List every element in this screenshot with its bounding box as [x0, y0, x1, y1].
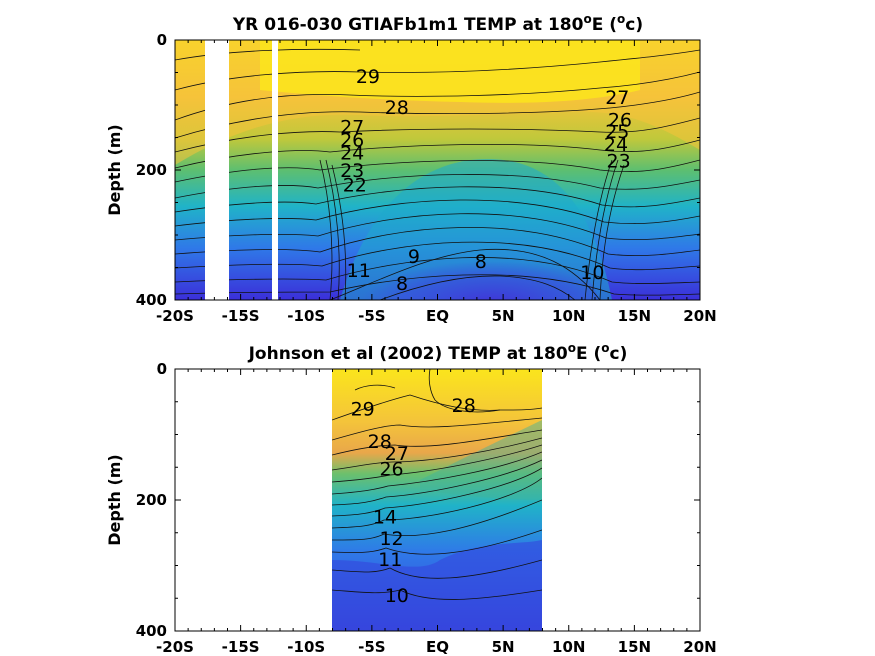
x-tick-label: 10N — [552, 638, 585, 656]
contour-label: 29 — [356, 66, 380, 88]
contour-label: 23 — [607, 150, 631, 172]
bottom-y-axis: 0 200 400 — [136, 360, 700, 640]
x-tick-label: 5N — [492, 638, 515, 656]
bottom-panel: Johnson et al (2002) TEMP at 180oE (oc) — [105, 341, 717, 656]
y-tick-label: 0 — [157, 31, 167, 49]
bottom-deep-cool — [332, 540, 542, 631]
top-cold-dome — [360, 221, 600, 300]
contour-label: 14 — [373, 506, 397, 528]
contour-label: 24 — [340, 142, 364, 164]
contour-label: 26 — [340, 129, 364, 151]
bottom-thermocline-wedge — [420, 420, 542, 500]
contour-label: 24 — [604, 134, 628, 156]
bottom-y-axis-label: Depth (m) — [105, 454, 124, 546]
bottom-plot-field — [332, 369, 542, 631]
contour-label: 10 — [385, 585, 409, 607]
x-tick-label: 15N — [618, 638, 651, 656]
top-missing-band-1 — [205, 40, 229, 300]
x-tick-label: EQ — [426, 638, 449, 656]
contour-label: 26 — [608, 109, 632, 131]
top-y-axis-label: Depth (m) — [105, 124, 124, 216]
y-tick-label: 200 — [136, 491, 167, 509]
top-chart-title: YR 016-030 GTIAFb1m1 TEMP at 180oE (oc) — [232, 12, 643, 35]
x-tick-label: 5N — [492, 307, 515, 325]
contour-label: 27 — [605, 87, 629, 109]
contour-label: 28 — [452, 395, 476, 417]
y-tick-label: 400 — [136, 291, 167, 309]
top-plot-field — [175, 40, 700, 300]
contour-label: 12 — [379, 528, 403, 550]
top-x-axis: -20S -15S -10S -5S EQ 5N 10N 15N 20N — [156, 40, 717, 325]
bottom-x-axis: -20S -15S -10S -5S EQ 5N 10N 15N 20N — [156, 369, 717, 656]
contour-label: 23 — [340, 160, 364, 182]
contour-label: 28 — [368, 431, 392, 453]
contour-label: 10 — [580, 262, 604, 284]
y-tick-label: 400 — [136, 622, 167, 640]
x-tick-label: EQ — [426, 307, 449, 325]
x-tick-label: -15S — [222, 307, 260, 325]
x-tick-label: 15N — [618, 307, 651, 325]
x-tick-label: 20N — [683, 307, 716, 325]
contour-label: 8 — [475, 251, 487, 273]
x-tick-label: -10S — [287, 307, 325, 325]
y-tick-label: 0 — [157, 360, 167, 378]
bottom-chart-title: Johnson et al (2002) TEMP at 180oE (oc) — [248, 341, 628, 364]
contour-label: 29 — [351, 398, 375, 420]
contour-label: 22 — [343, 174, 367, 196]
contour-label: 27 — [340, 116, 364, 138]
contour-label: 9 — [408, 246, 420, 268]
top-panel: YR 016-030 GTIAFb1m1 TEMP at 180oE (oc) — [105, 12, 717, 325]
contour-label: 11 — [378, 549, 402, 571]
x-tick-label: -5S — [358, 307, 385, 325]
bottom-contour-lines — [332, 369, 542, 600]
x-tick-label: -20S — [156, 307, 194, 325]
top-y-axis: 0 200 400 — [136, 31, 700, 309]
y-tick-label: 200 — [136, 161, 167, 179]
x-tick-label: -15S — [222, 638, 260, 656]
top-contour-lines — [175, 48, 700, 300]
contour-label: 8 — [396, 273, 408, 295]
x-tick-label: -20S — [156, 638, 194, 656]
x-tick-label: -5S — [358, 638, 385, 656]
contour-label: 28 — [385, 97, 409, 119]
top-missing-band-2 — [272, 40, 278, 300]
contour-label: 11 — [347, 260, 371, 282]
x-tick-label: 10N — [552, 307, 585, 325]
top-front-lines — [319, 159, 625, 300]
x-tick-label: -10S — [287, 638, 325, 656]
x-tick-label: 20N — [683, 638, 716, 656]
contour-label: 25 — [605, 121, 629, 143]
contour-label: 27 — [385, 443, 409, 465]
contour-label: 26 — [379, 459, 403, 481]
